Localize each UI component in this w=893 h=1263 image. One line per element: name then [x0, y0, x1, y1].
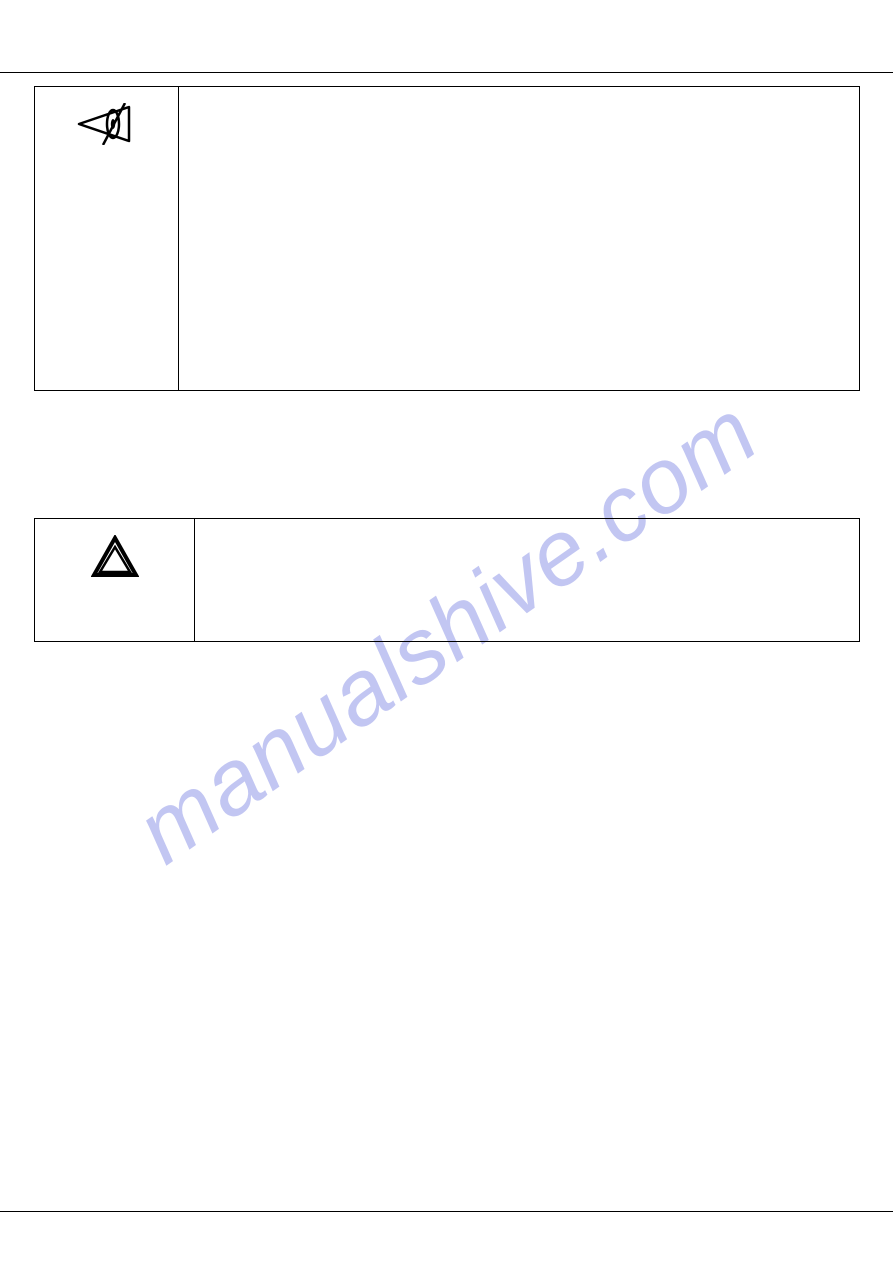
triangle-warning-icon [91, 535, 139, 584]
top-horizontal-rule [0, 72, 893, 73]
icon-cell [35, 87, 179, 390]
icon-cell [35, 519, 195, 641]
eye-icon [75, 103, 139, 150]
note-body [179, 87, 859, 390]
note-box-caution [34, 518, 860, 642]
note-box-observe [34, 86, 860, 391]
note-body [195, 519, 859, 641]
bottom-horizontal-rule [0, 1211, 893, 1212]
